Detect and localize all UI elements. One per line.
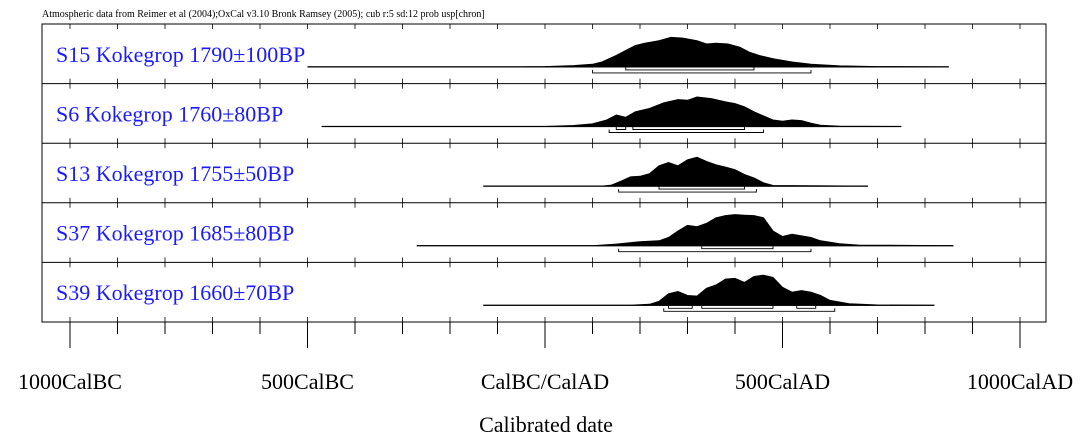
panel-5: S39 Kokegrop 1660±70BP xyxy=(42,261,1046,322)
probability-distribution xyxy=(307,36,949,68)
x-tick-label: 500CalBC xyxy=(261,369,354,394)
probability-range-bracket xyxy=(658,186,745,190)
probability-range-bracket xyxy=(796,305,817,309)
probability-range-bracket xyxy=(701,305,774,309)
panel-2: S6 Kokegrop 1760±80BP xyxy=(42,83,1046,144)
x-tick-label: CalBC/CalAD xyxy=(481,369,609,394)
probability-distribution xyxy=(483,274,935,306)
probability-range-bracket xyxy=(625,66,755,71)
panels: S15 Kokegrop 1790±100BP S6 Kokegrop 1760±… xyxy=(42,24,1046,322)
probability-range-bracket xyxy=(592,69,812,74)
probability-range-bracket xyxy=(632,126,745,130)
sample-label: S39 Kokegrop 1660±70BP xyxy=(56,280,294,305)
probability-distribution xyxy=(483,156,869,187)
x-axis: 1000CalBC 500CalBC CalBC/CalAD 500CalAD 1000… xyxy=(18,322,1073,394)
x-axis-label: Calibrated date xyxy=(479,412,613,437)
x-tick-label: 1000CalBC xyxy=(18,369,122,394)
sample-label: S37 Kokegrop 1685±80BP xyxy=(56,221,294,246)
panel-1: S15 Kokegrop 1790±100BP xyxy=(56,24,1021,84)
x-tick-label: 1000CalAD xyxy=(967,369,1073,394)
probability-distribution xyxy=(321,96,902,127)
sample-label: S6 Kokegrop 1760±80BP xyxy=(56,101,283,126)
probability-range-bracket xyxy=(615,126,627,130)
panel-4: S37 Kokegrop 1685±80BP xyxy=(42,202,1046,263)
probability-range-bracket xyxy=(701,245,774,250)
probability-range-bracket xyxy=(608,129,764,133)
probability-range-bracket xyxy=(618,248,812,253)
chart-title: Atmospheric data from Reimer et al (2004… xyxy=(42,9,485,20)
sample-label: S15 Kokegrop 1790±100BP xyxy=(56,42,305,67)
probability-range-bracket xyxy=(618,189,757,193)
x-tick-label: 500CalAD xyxy=(735,369,830,394)
plot-frame xyxy=(41,23,1047,323)
panel-3: S13 Kokegrop 1755±50BP xyxy=(42,142,1046,203)
probability-range-bracket xyxy=(663,308,836,312)
probability-range-bracket xyxy=(668,305,693,309)
sample-label: S13 Kokegrop 1755±50BP xyxy=(56,161,294,186)
probability-distribution xyxy=(416,214,954,247)
